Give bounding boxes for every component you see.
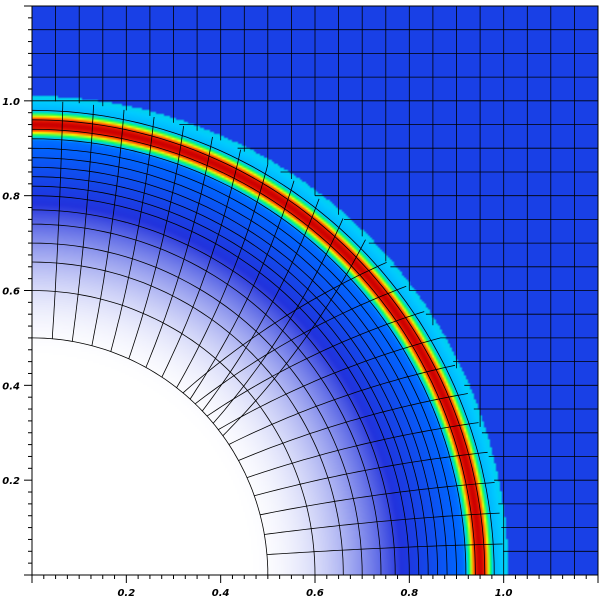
mesh-radial [91, 109, 125, 346]
mesh-radial [71, 104, 94, 342]
mesh-arc [32, 176, 429, 575]
mesh-radial [218, 337, 441, 430]
mesh-arc [32, 138, 467, 575]
computational-mesh [32, 6, 598, 575]
mesh-radial [238, 393, 468, 461]
mesh-radial [266, 543, 503, 555]
mesh-radial [189, 180, 295, 400]
mesh-arc [32, 290, 316, 575]
mesh-radial [51, 101, 64, 339]
mesh-radial [212, 218, 344, 424]
mesh-radial [264, 512, 500, 535]
mesh-radial [260, 482, 495, 516]
mesh-radial [194, 285, 407, 405]
y-tick-label: 0.8 [2, 192, 20, 203]
mesh-radial [110, 116, 155, 352]
y-tick-label: 1.0 [2, 97, 20, 108]
mesh-arc [32, 209, 396, 575]
y-tick-label: 0.6 [2, 287, 20, 298]
mesh-arc [32, 119, 486, 575]
mesh-radial [222, 239, 366, 436]
x-tick-label: 0.8 [400, 588, 418, 599]
mesh-arc [32, 147, 457, 575]
mesh-radial [201, 198, 320, 412]
mesh-arc [32, 185, 420, 575]
mesh-arc [32, 166, 438, 575]
mesh-arc [32, 261, 344, 575]
mesh-radial [161, 149, 241, 378]
mesh-radial [228, 364, 456, 445]
mesh-radial [128, 125, 184, 359]
mesh-radial [176, 164, 269, 388]
mesh-radial [182, 262, 387, 394]
x-tick-label: 0.2 [117, 588, 135, 599]
x-tick-label: 0.6 [306, 588, 324, 599]
mesh-arc [32, 157, 448, 575]
mesh-arc [32, 223, 382, 575]
axes: 0.2 0.4 0.6 0.8 1.0 0.2 0.4 0.6 0.8 1.0 [2, 5, 599, 599]
mesh-arc [32, 195, 410, 575]
y-tick-label: 0.4 [2, 381, 20, 392]
mesh-radial [206, 311, 425, 417]
mesh-radial [254, 451, 488, 497]
x-tick-label: 0.4 [212, 588, 230, 599]
mesh-arc [32, 109, 495, 575]
mesh-arc [32, 128, 476, 575]
mesh-arc [32, 242, 363, 575]
mesh-arc [32, 337, 269, 575]
y-tick-label: 0.2 [2, 476, 20, 487]
mesh-radial [145, 136, 213, 368]
x-tick-label: 1.0 [495, 588, 513, 599]
mesh-radial [246, 422, 479, 478]
